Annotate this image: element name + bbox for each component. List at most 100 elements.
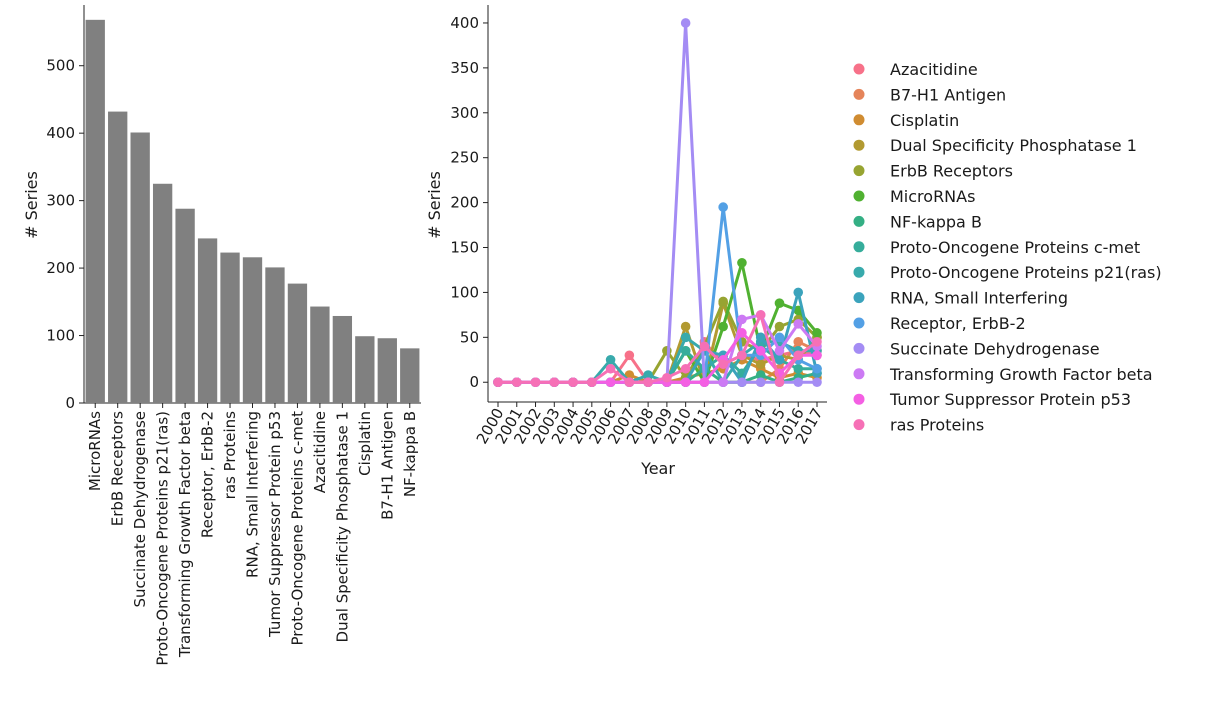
bar-series (85, 19, 420, 404)
series-point (774, 321, 785, 332)
legend-marker (853, 139, 865, 151)
series-point (755, 377, 766, 388)
series-point (812, 377, 822, 388)
series-point (793, 363, 804, 374)
legend-marker (853, 419, 865, 431)
series-point (624, 377, 635, 388)
legend-item: RNA, Small Interfering (853, 289, 1068, 308)
line-series (493, 18, 822, 388)
series-point (605, 377, 616, 388)
series-point (812, 337, 822, 347)
series-point (605, 354, 616, 365)
line-y-tick-label: 200 (450, 194, 479, 212)
bar (355, 336, 375, 403)
bar-x-tick-label: Succinate Dehydrogenase (131, 411, 149, 607)
bar (400, 348, 420, 403)
series-point (774, 354, 785, 365)
bar (108, 111, 128, 403)
legend-label: Receptor, ErbB-2 (890, 314, 1026, 333)
line-y-axis-title: # Series (425, 171, 444, 239)
line-x-ticks: 2000200120022003200420052006200720082009… (473, 402, 826, 447)
line-y-tick-label: 250 (450, 149, 479, 167)
legend-item: Azacitidine (853, 60, 978, 79)
bar-y-tick-label: 500 (46, 57, 75, 75)
legend-item: NF-kappa B (853, 212, 982, 231)
bar (265, 267, 285, 403)
legend-label: B7-H1 Antigen (890, 85, 1006, 104)
legend-label: Azacitidine (890, 60, 978, 79)
series-point (587, 377, 597, 388)
legend-item: ErbB Receptors (853, 162, 1013, 181)
legend-item: Tumor Suppressor Protein p53 (853, 390, 1131, 409)
series-point (605, 363, 616, 374)
series-point (718, 359, 728, 370)
legend-label: Proto-Oncogene Proteins p21(ras) (890, 263, 1162, 282)
line-y-tick-label: 0 (469, 373, 479, 391)
bar-y-tick-label: 400 (46, 124, 75, 142)
series-point (774, 346, 785, 356)
series-point (737, 314, 747, 325)
bar (152, 183, 173, 403)
legend-marker (853, 114, 865, 126)
series-point (774, 377, 785, 388)
legend-label: RNA, Small Interfering (890, 289, 1068, 308)
legend-label: ErbB Receptors (890, 162, 1013, 181)
bar-x-tick-label: Transforming Growth Factor beta (176, 411, 194, 658)
series-point (793, 287, 804, 298)
legend-marker (853, 342, 865, 354)
legend-label: Dual Specificity Phosphatase 1 (890, 136, 1137, 155)
legend-marker (853, 368, 865, 380)
series-point (662, 372, 672, 383)
series-point (793, 337, 804, 347)
bar-x-tick-label: Proto-Oncogene Proteins c-met (288, 411, 306, 646)
bar-y-ticks: 0 100 200 300 400 500 (46, 57, 84, 412)
series-point (624, 350, 635, 361)
bar-chart: # Series 0 100 200 300 400 500 MicroRNAs ErbB … (22, 5, 421, 666)
legend-marker (853, 215, 865, 227)
bar-x-tick-label: Proto-Oncogene Proteins p21(ras) (154, 411, 172, 666)
legend-marker (853, 292, 865, 304)
legend-item: ras Proteins (853, 416, 984, 435)
legend-item: Proto-Oncogene Proteins p21(ras) (853, 263, 1162, 282)
line-y-tick-label: 150 (450, 239, 479, 257)
line-y-ticks: 0 50 100 150 200 250 300 350 400 (450, 14, 488, 391)
legend-item: Proto-Oncogene Proteins c-met (853, 238, 1140, 257)
series-point (643, 377, 653, 388)
bar-x-tick-label: MicroRNAs (86, 411, 104, 491)
series-point (680, 377, 691, 388)
legend-item: Dual Specificity Phosphatase 1 (853, 136, 1137, 155)
bar (332, 315, 353, 403)
bar-x-ticks: MicroRNAs ErbB Receptors Succinate Dehydro… (86, 403, 419, 666)
legend-item: MicroRNAs (853, 187, 975, 206)
legend-label: Proto-Oncogene Proteins c-met (890, 238, 1140, 257)
series-point (718, 202, 728, 212)
series-point (680, 321, 691, 332)
series-point (774, 298, 785, 308)
series-point (643, 370, 653, 380)
series-point (737, 257, 747, 268)
series-point (755, 359, 766, 370)
line-y-tick-label: 100 (450, 283, 479, 301)
line-chart: # Series Year 0 50 100 150 200 250 300 350 400 2… (425, 5, 827, 478)
bar-x-tick-label: RNA, Small Interfering (244, 411, 262, 578)
legend-marker (853, 88, 865, 100)
legend-label: Tumor Suppressor Protein p53 (889, 390, 1131, 409)
series-point (718, 377, 728, 388)
series-point (737, 350, 747, 361)
series-point (493, 377, 503, 388)
bar-y-tick-label: 200 (46, 259, 75, 277)
bar (242, 257, 263, 403)
legend-item: Receptor, ErbB-2 (853, 314, 1026, 333)
series-point (774, 332, 785, 343)
bar-x-tick-label: Cisplatin (356, 411, 374, 476)
line-y-tick-label: 300 (450, 104, 479, 122)
legend-label: MicroRNAs (890, 187, 975, 206)
series-line (498, 205, 818, 384)
bar (85, 19, 105, 404)
bar (287, 283, 308, 403)
series-point (812, 363, 822, 374)
bar (130, 132, 150, 403)
series-point (737, 377, 747, 388)
series-point (793, 350, 804, 361)
